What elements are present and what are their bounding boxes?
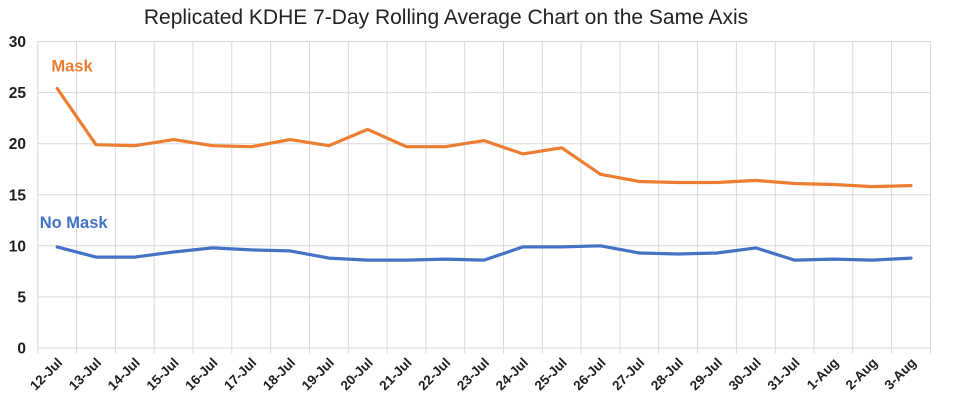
y-axis-tick-label: 20	[9, 136, 26, 153]
x-axis-tick-label: 19-Jul	[299, 355, 337, 393]
y-axis-tick-label: 15	[9, 187, 27, 204]
series-line-mask	[55, 86, 913, 189]
x-axis-tick-label: 28-Jul	[648, 355, 686, 393]
x-axis-tick-label: 2-Aug	[843, 355, 881, 393]
x-axis-tick-label: 14-Jul	[105, 355, 143, 393]
x-axis-tick-label: 25-Jul	[532, 355, 570, 393]
x-axis-tick-label: 26-Jul	[570, 355, 608, 393]
x-axis-tick-label: 18-Jul	[260, 355, 298, 393]
series-label-mask: Mask	[51, 58, 93, 76]
x-axis-labels: 12-Jul 13-Jul 14-Jul 15-Jul 16-Jul 17-Jul 18-J…	[27, 355, 919, 393]
vertical-gridlines	[37, 41, 931, 354]
chart-title: Replicated KDHE 7-Day Rolling Average Ch…	[143, 6, 749, 29]
x-axis-tick-label: 1-Aug	[804, 355, 842, 393]
x-axis-tick-label: 21-Jul	[376, 355, 414, 393]
x-axis-tick-label: 30-Jul	[726, 355, 764, 393]
y-axis-tick-label: 0	[17, 341, 26, 358]
y-axis-labels: 0 5 10 15 20 25 30	[9, 34, 27, 358]
x-axis-tick-label: 22-Jul	[415, 355, 453, 393]
series-label-no-mask: No Mask	[40, 214, 109, 232]
x-axis-tick-label: 31-Jul	[765, 355, 803, 393]
y-axis-tick-label: 5	[17, 289, 26, 306]
y-axis-tick-label: 30	[9, 34, 26, 51]
x-axis-tick-label: 17-Jul	[221, 355, 259, 393]
x-axis-tick-label: 23-Jul	[454, 355, 492, 393]
horizontal-gridlines	[37, 41, 931, 349]
x-axis-tick-label: 20-Jul	[338, 355, 376, 393]
y-axis-tick-label: 25	[9, 85, 27, 102]
x-axis-tick-label: 15-Jul	[144, 355, 182, 393]
x-axis-tick-label: 13-Jul	[66, 355, 104, 393]
x-axis-tick-label: 29-Jul	[687, 355, 725, 393]
x-axis-tick-label: 24-Jul	[493, 355, 531, 393]
x-axis-tick-label: 12-Jul	[27, 355, 65, 393]
x-axis-tick-label: 16-Jul	[182, 355, 220, 393]
y-axis-tick-label: 10	[9, 238, 26, 255]
series-line-no-mask	[55, 244, 913, 262]
x-axis-tick-label: 3-Aug	[881, 355, 919, 393]
x-axis-tick-label: 27-Jul	[609, 355, 647, 393]
